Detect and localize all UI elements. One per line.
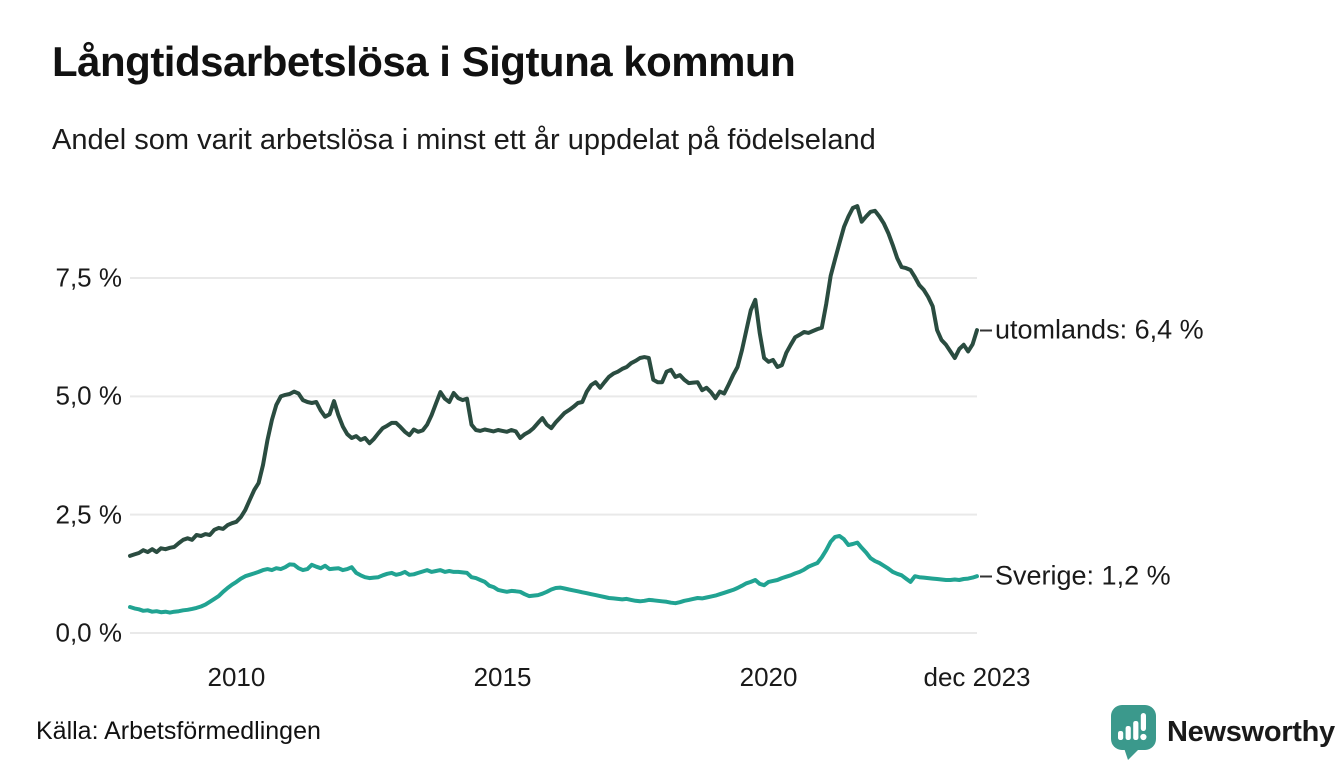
series-line-sverige — [128, 534, 979, 615]
newsworthy-logo: Newsworthy — [1110, 704, 1335, 761]
label-dash — [980, 329, 992, 332]
series-label-sverige: Sverige: 1,2 % — [980, 561, 1171, 592]
y-tick-label: 7,5 % — [55, 262, 123, 293]
source-note: Källa: Arbetsförmedlingen — [36, 717, 321, 745]
newsworthy-wordmark: Newsworthy — [1167, 716, 1335, 748]
series-label-text: Sverige: 1,2 % — [995, 560, 1171, 591]
series-label-text: utomlands: 6,4 % — [995, 314, 1204, 345]
x-tick-label: 2015 — [473, 662, 532, 692]
x-tick-label: 2020 — [739, 662, 798, 692]
page-subtitle: Andel som varit arbetslösa i minst ett å… — [52, 124, 876, 156]
x-tick-label: 2010 — [207, 662, 266, 692]
y-tick-label: 2,5 % — [55, 499, 123, 530]
y-tick-label: 5,0 % — [55, 380, 123, 411]
newsworthy-icon — [1111, 705, 1156, 760]
x-tick-label: dec 2023 — [923, 662, 1031, 692]
series-line-utomlands — [128, 204, 979, 558]
series-label-utomlands: utomlands: 6,4 % — [980, 315, 1204, 346]
label-dash — [980, 575, 992, 578]
y-tick-label: 0,0 % — [55, 617, 123, 648]
page-title: Långtidsarbetslösa i Sigtuna kommun — [52, 38, 796, 85]
